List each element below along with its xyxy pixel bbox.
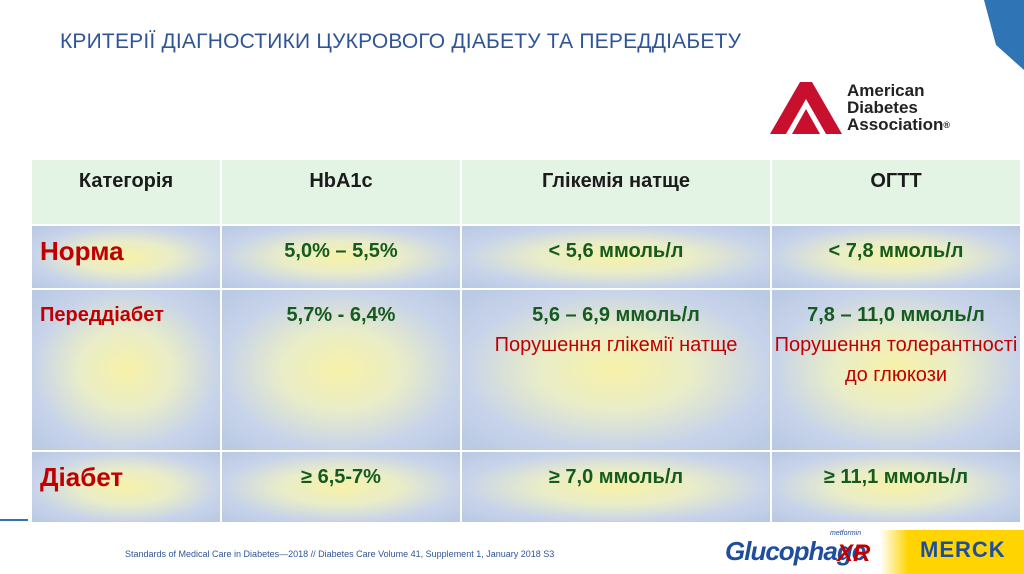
table-row: Діабет ≥ 6,5-7% ≥ 7,0 ммоль/л ≥ 11,1 ммо… (30, 450, 1022, 524)
row-hba1c: 5,7% - 6,4% (220, 288, 462, 452)
row-ogtt-value: < 7,8 ммоль/л (828, 240, 964, 262)
row-category-cell: Діабет (30, 450, 222, 524)
row-fasting: < 5,6 ммоль/л (460, 224, 772, 290)
footer-citation: Standards of Medical Care in Diabetes—20… (125, 549, 555, 559)
row-fasting: ≥ 7,0 ммоль/л (460, 450, 772, 524)
table-header-row: Категорія HbA1c Глікемія натще ОГТТ (30, 158, 1022, 226)
registered-mark: ® (943, 120, 950, 131)
row-ogtt-value: 7,8 – 11,0 ммоль/л (807, 304, 985, 326)
row-ogtt: < 7,8 ммоль/л (770, 224, 1022, 290)
header-hba1c: HbA1c (220, 158, 462, 226)
glucophage-name: Glucophage (725, 536, 866, 566)
header-ogtt: ОГТТ (770, 158, 1022, 226)
triangle-a-logo-icon (770, 82, 842, 134)
table-row: Норма 5,0% – 5,5% < 5,6 ммоль/л < 7,8 мм… (30, 224, 1022, 290)
row-fasting-value: ≥ 7,0 ммоль/л (548, 466, 684, 488)
row-category: Переддіабет (40, 304, 164, 326)
row-ogtt-value: ≥ 11,1 ммоль/л (823, 466, 969, 488)
row-category: Норма (40, 236, 124, 266)
row-ogtt: ≥ 11,1 ммоль/л (770, 450, 1022, 524)
row-category-cell: Переддіабет (30, 288, 222, 452)
ada-name-line1: American (847, 81, 925, 100)
row-hba1c: ≥ 6,5-7% (220, 450, 462, 524)
row-hba1c: 5,0% – 5,5% (220, 224, 462, 290)
header-category: Категорія (30, 158, 222, 226)
diagnostic-criteria-table: Категорія HbA1c Глікемія натще ОГТТ Норм… (30, 158, 1022, 524)
merck-logo: MERCK (920, 537, 1006, 562)
table-row: Переддіабет 5,7% - 6,4% 5,6 – 6,9 ммоль/… (30, 288, 1022, 452)
merck-bar (880, 530, 1024, 574)
ada-logo: American Diabetes Association® (770, 80, 980, 140)
header-fasting-glucose: Глікемія натще (460, 158, 772, 226)
ada-name-line2: Diabetes (847, 98, 918, 117)
ada-name-line3: Association (847, 115, 944, 134)
row-fasting-note: Порушення глікемії натще (494, 334, 738, 356)
row-fasting: 5,6 – 6,9 ммоль/л Порушення глікемії нат… (460, 288, 772, 452)
row-fasting-value: < 5,6 ммоль/л (548, 240, 684, 262)
row-category: Діабет (40, 462, 124, 492)
glucophage-suffix: XR (837, 540, 871, 567)
footer-accent-line (0, 519, 28, 521)
glucophage-subtitle: metformin (830, 530, 862, 537)
corner-decoration (984, 0, 1024, 70)
page-title: КРИТЕРІЇ ДІАГНОСТИКИ ЦУКРОВОГО ДІАБЕТУ Т… (60, 30, 742, 53)
row-ogtt: 7,8 – 11,0 ммоль/л Порушення толерантнос… (770, 288, 1022, 452)
row-category-cell: Норма (30, 224, 222, 290)
row-fasting-value: 5,6 – 6,9 ммоль/л (532, 304, 700, 326)
row-ogtt-note: Порушення толерантності до глюкози (774, 334, 1018, 386)
